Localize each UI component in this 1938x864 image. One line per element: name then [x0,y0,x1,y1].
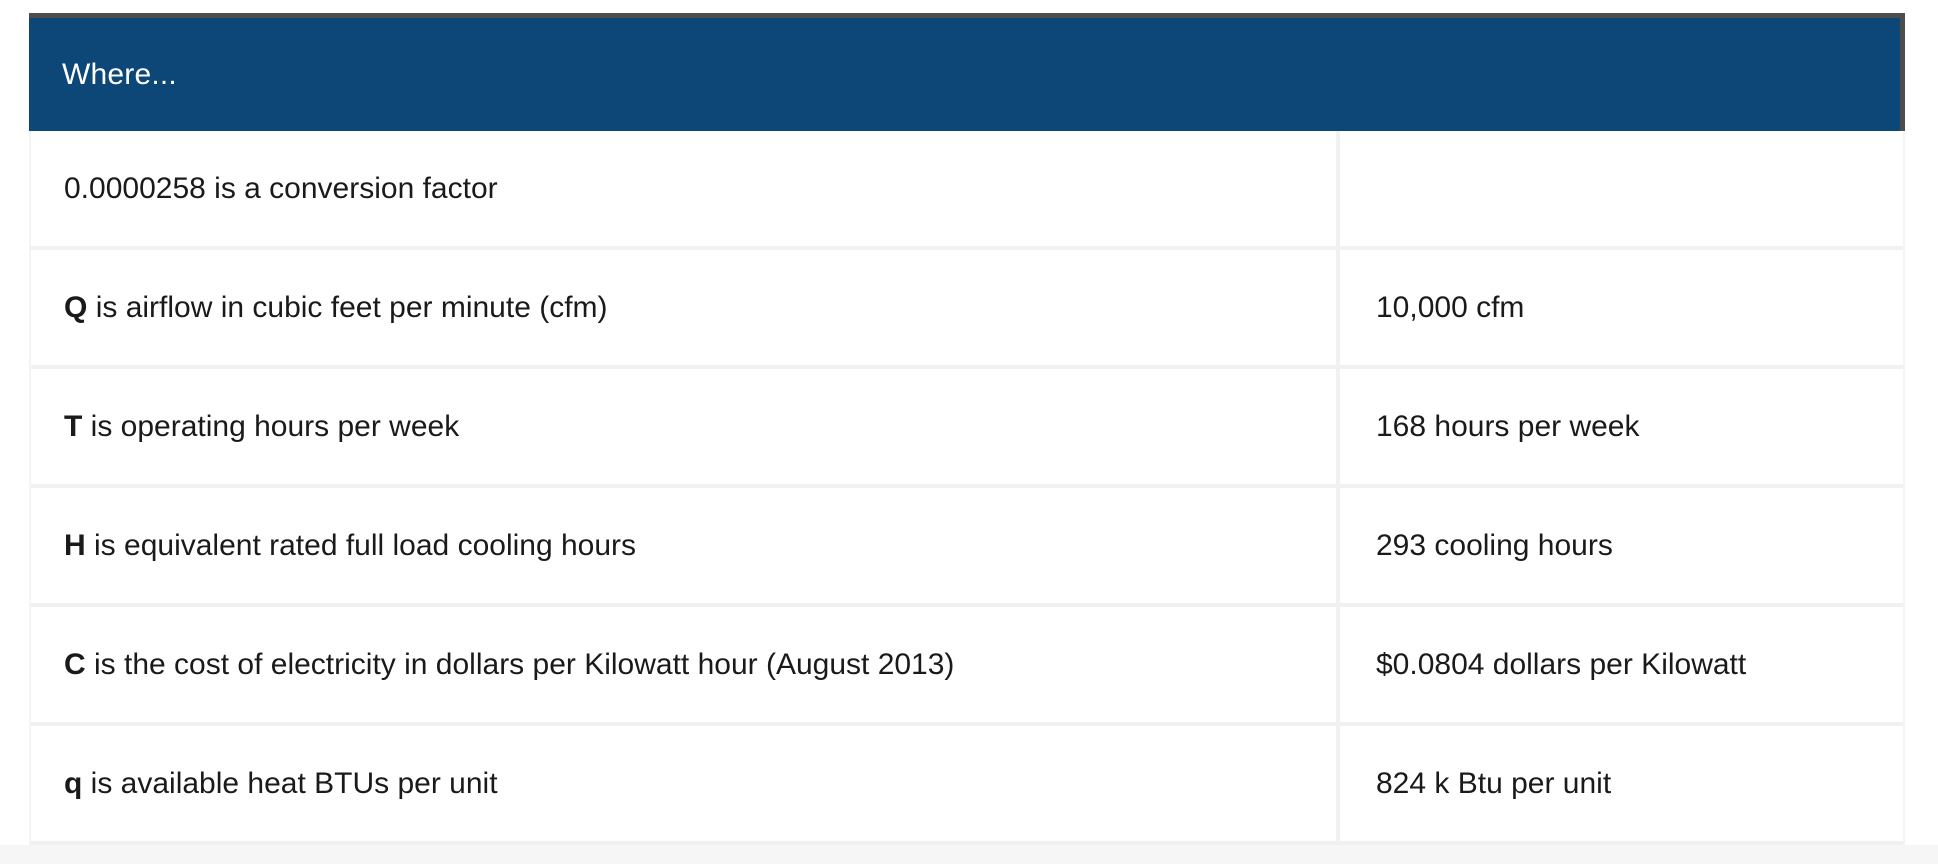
page-section-divider [0,845,1938,864]
term-label: q [64,766,83,800]
table-row: H is equivalent rated full load cooling … [31,488,1903,607]
term-description: is a conversion factor [214,171,498,205]
value-cell: 824 k Btu per unit [1340,726,1903,841]
definition-cell: C is the cost of electricity in dollars … [31,607,1340,722]
term-description: is the cost of electricity in dollars pe… [94,647,955,681]
table-header-title: Where... [62,57,177,91]
table-row: C is the cost of electricity in dollars … [31,607,1903,726]
table-header-row: Where... [29,13,1905,131]
term-label: 0.0000258 [64,171,206,205]
table-row: T is operating hours per week 168 hours … [31,369,1903,488]
value-cell: 293 cooling hours [1340,488,1903,603]
value-cell: $0.0804 dollars per Kilowatt [1340,607,1903,722]
value-text: 10,000 cfm [1376,290,1525,324]
table-body: 0.0000258 is a conversion factor Q is ai… [29,131,1905,845]
value-text: 824 k Btu per unit [1376,766,1612,800]
definition-cell: H is equivalent rated full load cooling … [31,488,1340,603]
term-label: C [64,647,86,681]
term-description: is available heat BTUs per unit [90,766,498,800]
definition-cell: T is operating hours per week [31,369,1340,484]
value-cell [1340,131,1903,246]
value-text: 168 hours per week [1376,409,1640,443]
definitions-table: Where... 0.0000258 is a conversion facto… [29,13,1905,845]
definition-cell: 0.0000258 is a conversion factor [31,131,1340,246]
term-description: is operating hours per week [90,409,460,443]
table-row: 0.0000258 is a conversion factor [31,131,1903,250]
value-cell: 168 hours per week [1340,369,1903,484]
definition-cell: Q is airflow in cubic feet per minute (c… [31,250,1340,365]
table-row: Q is airflow in cubic feet per minute (c… [31,250,1903,369]
value-cell: 10,000 cfm [1340,250,1903,365]
value-text: $0.0804 dollars per Kilowatt [1376,647,1747,681]
term-label: H [64,528,86,562]
value-text: 293 cooling hours [1376,528,1613,562]
term-label: T [64,409,83,443]
term-description: is airflow in cubic feet per minute (cfm… [95,290,608,324]
term-label: Q [64,290,88,324]
definition-cell: q is available heat BTUs per unit [31,726,1340,841]
table-row: q is available heat BTUs per unit 824 k … [31,726,1903,845]
term-description: is equivalent rated full load cooling ho… [94,528,637,562]
